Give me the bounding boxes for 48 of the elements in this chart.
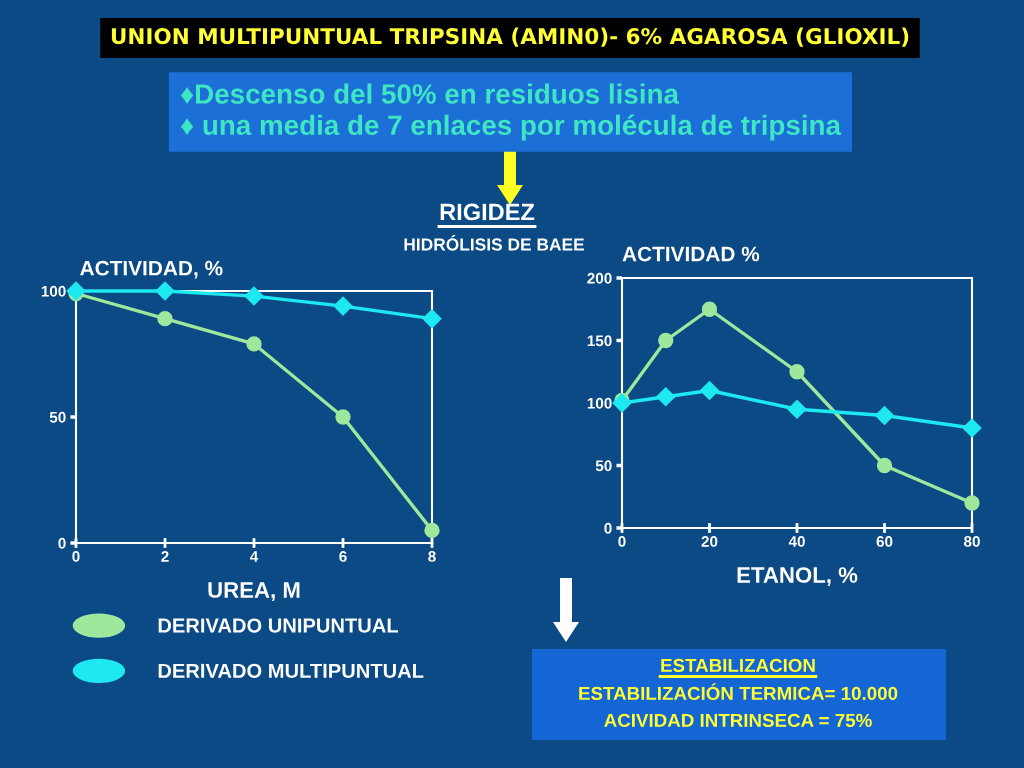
text: ESTABILIZACION [661,658,815,673]
point [701,301,718,317]
x-tick-label: 2 [161,551,169,562]
x-tick-label: 0 [72,551,80,562]
point [874,405,895,426]
y-tick-label: 0 [604,522,612,534]
legend-label: DERIVADO UNIPUNTUAL [158,618,399,633]
text: ESTABILIZACIÓN TERMICA= 10.000 [579,683,898,701]
point [333,296,353,316]
point [246,336,262,352]
x-axis-title: ETANOL, % [737,567,858,587]
x-tick-label: 40 [788,536,805,547]
x-tick-label: 60 [876,536,893,547]
point [422,309,442,329]
point [787,399,807,419]
point [964,495,980,511]
point [789,364,805,380]
text: HIDRÓLISIS DE BAEE [404,235,584,251]
point [424,522,440,539]
text: UNION MULTIPUNTUAL TRIPSINA (AMIN0)- 6% AGAROSA (GLIOXIL) [111,27,909,47]
point [244,286,264,306]
text: ♦Descenso del 50% en residuos lisina ♦ una media de 7 enlaces por molécula de tripsina [180,83,842,141]
x-tick-label: 0 [618,536,626,547]
y-tick-label: 150 [587,335,612,347]
x-tick-label: 20 [701,536,718,547]
point [699,380,720,401]
x-tick-label: 6 [339,551,347,562]
point [656,387,676,407]
point [155,281,175,301]
text: ACIVIDAD INTRINSECA = 75% [604,713,872,728]
x-tick-label: 4 [249,551,259,562]
point [335,409,351,425]
x-axis-title: UREA, M [208,582,300,602]
point [876,457,893,474]
legend-label: DERIVADO MULTIPUNTUAL [158,663,424,678]
y-tick-label: 100 [587,397,612,409]
x-tick-label: 80 [963,536,980,547]
point [658,332,674,349]
point [962,418,982,438]
point [157,311,173,327]
y-tick-label: 50 [49,411,66,423]
y-tick-label: 200 [587,272,612,284]
y-axis-title: ACTIVIDAD, % [80,260,223,279]
text: RIGIDEZ [440,203,535,221]
y-axis-title: ACTIVIDAD % [622,246,760,262]
y-tick-label: 50 [595,460,612,472]
y-tick-label: 100 [41,285,66,297]
x-tick-label: 8 [428,551,436,562]
